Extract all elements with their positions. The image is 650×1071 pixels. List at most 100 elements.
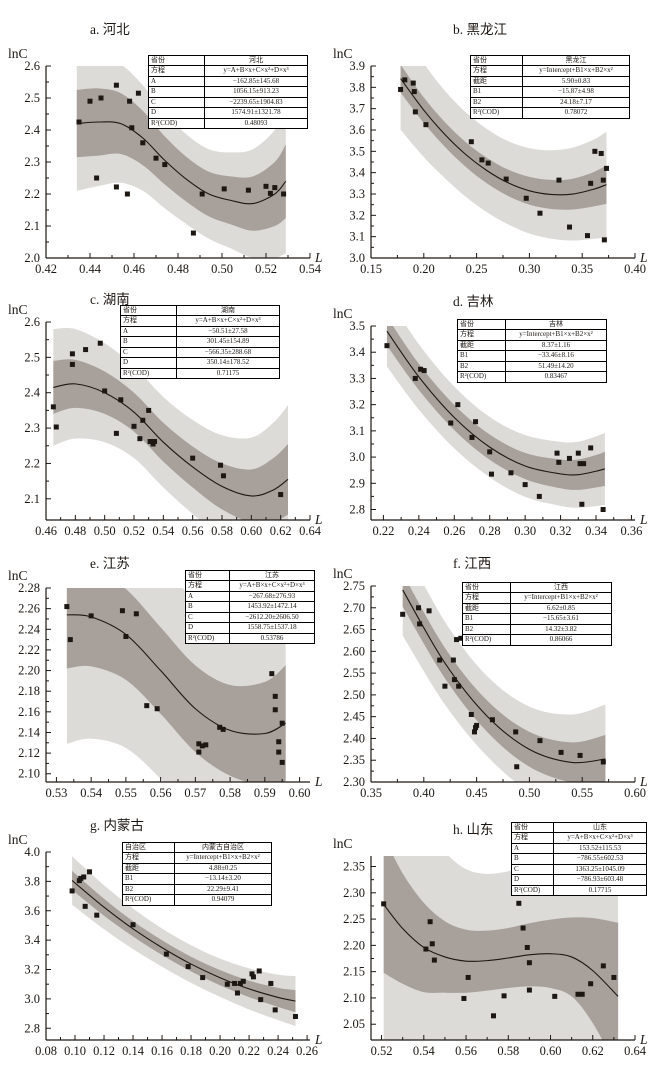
y-tick-label: 2.45 [343, 710, 365, 724]
param-table-row: 截距 4.88±0.25 [122, 862, 272, 875]
scatter-point [245, 187, 251, 193]
x-tick-label: 0.50 [94, 524, 116, 538]
scatter-point [220, 726, 226, 732]
x-tick-label: 0.45 [466, 786, 488, 800]
y-tick-label: 3.6 [24, 904, 40, 918]
confidence-band-inner [72, 870, 296, 1013]
panel-title: f. 江西 [453, 556, 491, 571]
scatter-point [50, 404, 56, 410]
param-value: 301.45±154.89 [176, 336, 280, 348]
panel-c: 0.46 0.48 0.50 0.52 0.54 0.56 0.58 0.60 0.62 0.64… [0, 292, 325, 556]
param-value: y=Intercept+B1×x+B2×x² [174, 852, 272, 864]
param-label: 方程 [185, 580, 230, 592]
scatter-point [600, 759, 606, 765]
param-label: 省份 [185, 569, 230, 582]
param-label: B [185, 601, 230, 613]
scatter-point [429, 941, 435, 947]
scatter-point [490, 1013, 496, 1019]
x-tick-label: 0.28 [479, 524, 501, 538]
x-tick-label: 0.40 [624, 262, 646, 276]
y-tick-label: 2.65 [343, 623, 365, 637]
x-tick-label: 0.52 [123, 524, 145, 538]
x-tick-label: 0.60 [289, 786, 311, 800]
panel-title: e. 江苏 [90, 556, 130, 571]
param-value: −786.93±603.48 [553, 874, 647, 886]
y-tick-label: 2.9 [349, 476, 365, 490]
scatter-point [603, 165, 609, 171]
scatter-point [147, 439, 153, 445]
scatter-point [278, 492, 284, 498]
param-table-row: B2 22.29±9.41 [122, 883, 272, 896]
param-label: B2 [462, 623, 511, 636]
scatter-point [272, 707, 278, 713]
panel-chart: 0.46 0.48 0.50 0.52 0.54 0.56 0.58 0.60 0.62 0.64… [8, 292, 323, 538]
scatter-point [418, 366, 424, 372]
param-value: −33.46±8.16 [505, 350, 607, 362]
scatter-point [554, 450, 560, 456]
x-tick-label: 0.15 [360, 262, 382, 276]
param-value: 1558.75±1537.18 [229, 622, 315, 634]
scatter-point [76, 119, 82, 125]
scatter-point [98, 95, 104, 101]
param-value: 350.14±178.52 [176, 357, 280, 369]
scatter-point [487, 449, 493, 455]
x-axis-label: L [639, 774, 648, 789]
scatter-points [69, 869, 298, 1019]
scatter-point [279, 759, 285, 765]
x-tick-label: 0.54 [299, 262, 322, 276]
fit-curve [76, 121, 287, 205]
scatter-point [448, 420, 454, 426]
scatter-point [217, 724, 223, 730]
scatter-point [501, 993, 507, 999]
scatter-point [522, 482, 528, 488]
y-axis-label: lnC [333, 566, 353, 581]
param-label: B [148, 86, 205, 98]
x-tick-label: 0.54 [80, 786, 103, 800]
param-value: 1363.25±1045.09 [553, 863, 647, 876]
scatter-point [292, 1014, 298, 1019]
param-label: 省份 [120, 304, 177, 317]
scatter-point [442, 683, 448, 689]
scatter-point [552, 993, 558, 999]
y-tick-label: 2.4 [24, 386, 40, 400]
param-label: A [511, 842, 554, 855]
panel-chart: 0.42 0.44 0.46 0.48 0.50 0.52 0.54 2.0 2.1 2.2 2.3… [8, 22, 323, 276]
scatter-point [458, 635, 464, 641]
fit-curve [71, 880, 296, 1002]
scatter-point [83, 347, 89, 353]
param-value: 黑龙江 [522, 54, 630, 67]
param-label: 方程 [122, 852, 175, 864]
y-axis-label: lnC [8, 302, 28, 317]
x-tick-label: 0.53 [45, 786, 67, 800]
param-table: 省份 江西 方程 y=Intercept+B1×x+B2×x² 截距 6.62±0.85 B… [462, 581, 612, 646]
scatter-point [488, 471, 494, 477]
param-table-row: R²(COD) 0.17715 [511, 884, 647, 897]
param-table-row: 方程 y=A+B×x+C×x²+D×x³ [148, 65, 308, 77]
param-label: B [120, 336, 177, 348]
y-tick-label: 2.50 [343, 688, 365, 702]
scatter-point [523, 195, 529, 201]
scatter-point [196, 749, 202, 755]
x-tick-label: 0.30 [514, 524, 536, 538]
scatter-point [454, 637, 460, 643]
y-tick-label: 2.35 [343, 753, 365, 767]
scatter-point [64, 604, 70, 610]
scatter-point [154, 706, 160, 712]
scatter-point [566, 455, 572, 461]
y-tick-label: 2.60 [343, 644, 365, 658]
param-table-row: B1 −15.65±3.61 [462, 613, 612, 625]
param-table: 省份 黑龙江 方程 y=Intercept+B1×x+B2×x² 截距 5.90±0.83… [470, 54, 630, 119]
scatter-point [575, 991, 581, 997]
param-label: 方程 [120, 315, 177, 327]
param-label: 省份 [148, 54, 205, 67]
param-value: 6.62±0.85 [510, 602, 612, 615]
x-tick-label: 0.36 [621, 524, 643, 538]
scatter-point [200, 975, 206, 981]
y-axis-label: lnC [333, 46, 353, 61]
scatter-point [461, 995, 467, 1001]
x-tick-label: 0.46 [123, 262, 145, 276]
x-tick-label: 0.58 [211, 524, 233, 538]
param-label: R²(COD) [470, 107, 523, 119]
scatter-point [503, 176, 509, 182]
scatter-point [577, 461, 583, 467]
